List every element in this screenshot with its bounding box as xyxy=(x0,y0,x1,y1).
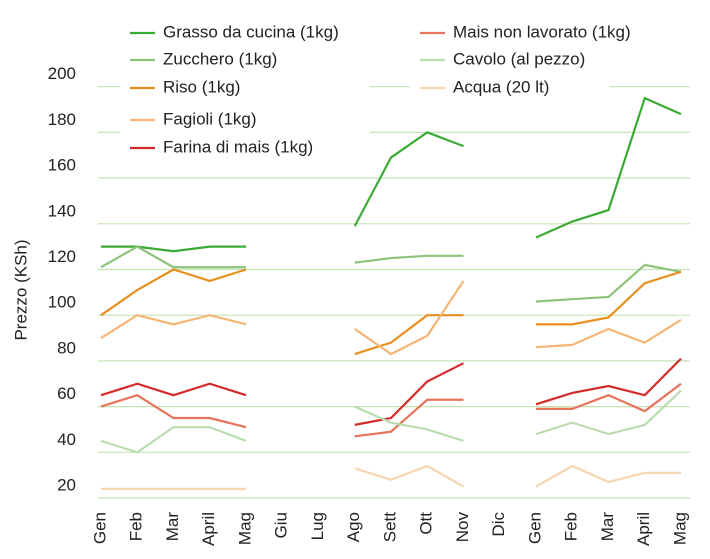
x-tick-label: Gen xyxy=(90,512,109,544)
y-tick-label: 80 xyxy=(57,338,76,357)
y-tick-label: 100 xyxy=(48,293,76,312)
x-tick-label: Nov xyxy=(453,512,472,543)
line-series xyxy=(101,96,682,253)
x-tick-label: Dic xyxy=(489,512,508,537)
x-tick-label: Ago xyxy=(344,512,363,542)
x-tick-label: April xyxy=(199,512,218,546)
line-series xyxy=(100,245,682,303)
line-series xyxy=(101,464,681,490)
x-tick-label: Mag xyxy=(670,512,689,545)
legend-background xyxy=(410,80,610,100)
legend-label: Farina di mais (1kg) xyxy=(163,137,313,156)
x-tick-label: Lug xyxy=(308,512,327,540)
y-tick-label: 20 xyxy=(57,475,76,494)
y-tick-label: 40 xyxy=(57,430,76,449)
line-series xyxy=(100,280,682,356)
legend-label: Mais non lavorato (1kg) xyxy=(453,22,631,41)
x-tick-label: Feb xyxy=(127,512,146,541)
legend-label: Fagioli (1kg) xyxy=(163,109,257,128)
legend-label: Riso (1kg) xyxy=(163,77,240,96)
y-tick-label: 140 xyxy=(48,201,76,220)
x-tick-label: Sett xyxy=(380,512,399,543)
x-tick-label: Ott xyxy=(417,512,436,535)
x-tick-label: Mar xyxy=(598,512,617,542)
legend-label: Zucchero (1kg) xyxy=(163,49,277,68)
x-tick-label: Feb xyxy=(562,512,581,541)
y-tick-label: 120 xyxy=(48,247,76,266)
x-tick-label: Gen xyxy=(525,512,544,544)
legend-background xyxy=(120,18,690,80)
legend-label: Acqua (20 lt) xyxy=(453,77,549,96)
x-tick-label: Mag xyxy=(235,512,254,545)
y-tick-label: 160 xyxy=(48,156,76,175)
line-series xyxy=(100,357,682,426)
y-axis-label: Prezzo (KSh) xyxy=(11,239,30,340)
legend-background xyxy=(120,80,370,162)
legend-label: Cavolo (al pezzo) xyxy=(453,49,585,68)
x-tick-label: Giu xyxy=(272,512,291,538)
x-tick-label: Mar xyxy=(163,512,182,542)
line-series xyxy=(100,382,682,438)
y-tick-label: 180 xyxy=(48,110,76,129)
legend-label: Grasso da cucina (1kg) xyxy=(163,22,339,41)
y-tick-label: 200 xyxy=(48,64,76,83)
y-tick-label: 60 xyxy=(57,384,76,403)
line-series xyxy=(100,389,682,454)
line-series xyxy=(100,268,682,356)
x-tick-label: April xyxy=(634,512,653,546)
